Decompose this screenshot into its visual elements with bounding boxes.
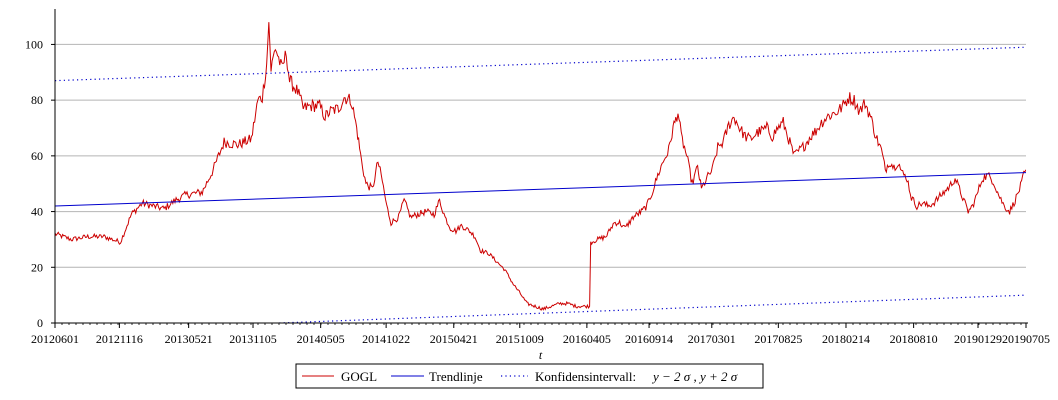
legend: GOGL Trendlinje Konfidensintervall: y − 2 σ… [295, 363, 764, 389]
x-tick-label: 20160405 [563, 332, 611, 346]
series-line-3 [263, 294, 1026, 323]
series-line-1 [55, 172, 1026, 207]
x-tick-label: 20180810 [890, 332, 938, 346]
y-tick-label: 100 [25, 37, 43, 51]
grid-lines [55, 43, 1026, 268]
series-line-2 [55, 46, 1026, 82]
x-tick-label: 20180214 [822, 332, 870, 346]
x-tick-label: 20150421 [430, 332, 478, 346]
x-tick-label: 20190129 [954, 332, 1002, 346]
y-tick-label: 0 [37, 316, 43, 330]
x-tick-label: 20170825 [754, 332, 802, 346]
x-tick-label: 20170301 [688, 332, 736, 346]
x-tick-label: 20190705 [1002, 332, 1050, 346]
legend-label-gogl: GOGL [341, 369, 377, 384]
legend-box [295, 363, 764, 389]
legend-label-ci: Konfidensintervall: [535, 369, 636, 384]
legend-math-ci: y − 2 σ , y + 2 σ [651, 369, 738, 384]
y-tick-label: 20 [31, 260, 43, 274]
x-tick-label: 20160914 [625, 332, 673, 346]
x-axis-title: t [539, 348, 543, 362]
x-tick-label: 20121116 [96, 332, 143, 346]
series-layer [55, 22, 1026, 323]
x-tick-label: 20141022 [362, 332, 410, 346]
y-tick-label: 80 [31, 93, 43, 107]
y-tick-label: 60 [31, 149, 43, 163]
y-tick-label: 40 [31, 205, 43, 219]
x-tick-label: 20131105 [229, 332, 277, 346]
x-tick-label: 20140505 [297, 332, 345, 346]
x-tick-label: 20151009 [496, 332, 544, 346]
legend-label-trend: Trendlinje [429, 369, 483, 384]
x-tick-label: 20130521 [165, 332, 213, 346]
series-line-0 [55, 22, 1026, 311]
axes: 0 20 40 60 80 100 20120601 20121116 20130521 2013… [25, 9, 1050, 346]
x-tick-label: 20120601 [31, 332, 79, 346]
